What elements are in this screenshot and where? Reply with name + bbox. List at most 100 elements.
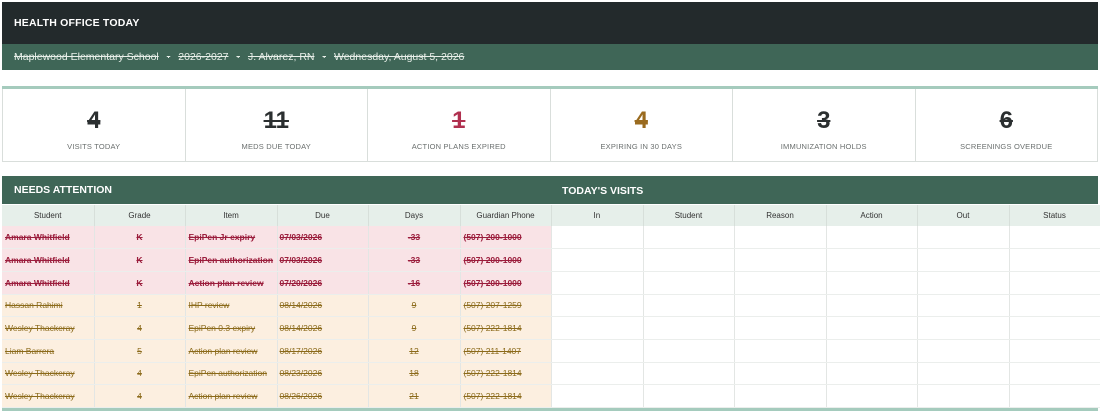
cell-item[interactable]: EpiPen authorization [185, 248, 278, 272]
cell-due[interactable]: 08/23/2026 [277, 362, 369, 386]
cell-item[interactable]: EpiPen 0.3 expiry [185, 316, 278, 340]
cell-grade[interactable]: 4 [94, 384, 186, 408]
cell-student[interactable]: Amara Whitfield [2, 271, 95, 295]
visit-cell[interactable] [917, 316, 1010, 340]
table-row[interactable]: Amara Whitfield K EpiPen Jr expiry 07/03… [2, 226, 1100, 250]
visit-cell[interactable] [1009, 316, 1100, 340]
cell-days[interactable]: -33 [368, 248, 461, 272]
cell-item[interactable]: IHP review [185, 294, 278, 318]
cell-grade[interactable]: 4 [94, 362, 186, 386]
cell-grade[interactable]: K [94, 271, 186, 295]
visit-cell[interactable] [734, 294, 827, 318]
visit-cell[interactable] [826, 271, 918, 295]
cell-days[interactable]: 21 [368, 384, 461, 408]
column-header-item[interactable]: Item [185, 205, 278, 226]
column-header-days[interactable]: Days [368, 205, 461, 226]
visit-cell[interactable] [643, 362, 735, 386]
visit-cell[interactable] [826, 339, 918, 363]
visit-cell[interactable] [917, 248, 1010, 272]
cell-days[interactable]: -33 [368, 226, 461, 250]
cell-phone[interactable]: (507) 200-1000 [460, 248, 552, 272]
cell-grade[interactable]: K [94, 248, 186, 272]
cell-due[interactable]: 07/03/2026 [277, 248, 369, 272]
cell-phone[interactable]: (507) 222-1814 [460, 316, 552, 340]
visit-cell[interactable] [917, 384, 1010, 408]
column-header-visit-student[interactable]: Student [643, 205, 735, 226]
visit-cell[interactable] [551, 226, 644, 250]
column-header-guardian-phone[interactable]: Guardian Phone [460, 205, 552, 226]
visit-cell[interactable] [734, 316, 827, 340]
column-header-in[interactable]: In [551, 205, 644, 226]
visit-cell[interactable] [1009, 362, 1100, 386]
visit-cell[interactable] [1009, 226, 1100, 250]
cell-due[interactable]: 08/26/2026 [277, 384, 369, 408]
column-header-reason[interactable]: Reason [734, 205, 827, 226]
column-header-status[interactable]: Status [1009, 205, 1100, 226]
visit-cell[interactable] [734, 271, 827, 295]
visit-cell[interactable] [551, 248, 644, 272]
cell-grade[interactable]: K [94, 226, 186, 250]
visit-cell[interactable] [643, 384, 735, 408]
cell-days[interactable]: 9 [368, 294, 461, 318]
cell-days[interactable]: 18 [368, 362, 461, 386]
cell-item[interactable]: Action plan review [185, 384, 278, 408]
cell-student[interactable]: Amara Whitfield [2, 226, 95, 250]
cell-phone[interactable]: (507) 222-1814 [460, 362, 552, 386]
visit-cell[interactable] [1009, 384, 1100, 408]
cell-student[interactable]: Wesley Thackeray [2, 316, 95, 340]
visit-cell[interactable] [643, 316, 735, 340]
visit-cell[interactable] [826, 384, 918, 408]
cell-item[interactable]: Action plan review [185, 271, 278, 295]
column-header-student[interactable]: Student [2, 205, 95, 226]
cell-item[interactable]: EpiPen Jr expiry [185, 226, 278, 250]
cell-grade[interactable]: 1 [94, 294, 186, 318]
visit-cell[interactable] [917, 226, 1010, 250]
visit-cell[interactable] [734, 384, 827, 408]
cell-phone[interactable]: (507) 222-1814 [460, 384, 552, 408]
visit-cell[interactable] [826, 248, 918, 272]
visit-cell[interactable] [1009, 294, 1100, 318]
column-header-action[interactable]: Action [826, 205, 918, 226]
visit-cell[interactable] [1009, 248, 1100, 272]
visit-cell[interactable] [551, 271, 644, 295]
cell-due[interactable]: 07/20/2026 [277, 271, 369, 295]
visit-cell[interactable] [551, 362, 644, 386]
visit-cell[interactable] [917, 339, 1010, 363]
visit-cell[interactable] [917, 294, 1010, 318]
visit-cell[interactable] [643, 294, 735, 318]
cell-phone[interactable]: (507) 200-1000 [460, 271, 552, 295]
visit-cell[interactable] [734, 339, 827, 363]
visit-cell[interactable] [917, 271, 1010, 295]
table-row[interactable]: Amara Whitfield K EpiPen authorization 0… [2, 248, 1100, 272]
visit-cell[interactable] [643, 339, 735, 363]
visit-cell[interactable] [643, 248, 735, 272]
visit-cell[interactable] [1009, 339, 1100, 363]
visit-cell[interactable] [643, 271, 735, 295]
table-row[interactable]: Liam Barrera 5 Action plan review 08/17/… [2, 339, 1100, 363]
visit-cell[interactable] [826, 294, 918, 318]
visit-cell[interactable] [1009, 271, 1100, 295]
cell-item[interactable]: Action plan review [185, 339, 278, 363]
visit-cell[interactable] [826, 316, 918, 340]
table-row[interactable]: Hassan Rahimi 1 IHP review 08/14/2026 9 … [2, 294, 1100, 318]
cell-phone[interactable]: (507) 211-1407 [460, 339, 552, 363]
cell-student[interactable]: Liam Barrera [2, 339, 95, 363]
table-row[interactable]: Wesley Thackeray 4 EpiPen authorization … [2, 362, 1100, 386]
cell-student[interactable]: Wesley Thackeray [2, 384, 95, 408]
cell-days[interactable]: 9 [368, 316, 461, 340]
cell-phone[interactable]: (507) 207-1259 [460, 294, 552, 318]
visit-cell[interactable] [734, 362, 827, 386]
cell-grade[interactable]: 4 [94, 316, 186, 340]
cell-due[interactable]: 08/14/2026 [277, 316, 369, 340]
cell-due[interactable]: 07/03/2026 [277, 226, 369, 250]
visit-cell[interactable] [734, 226, 827, 250]
visit-cell[interactable] [826, 362, 918, 386]
visit-cell[interactable] [551, 294, 644, 318]
visit-cell[interactable] [917, 362, 1010, 386]
column-header-due[interactable]: Due [277, 205, 369, 226]
table-row[interactable]: Wesley Thackeray 4 Action plan review 08… [2, 384, 1100, 408]
cell-grade[interactable]: 5 [94, 339, 186, 363]
table-row[interactable]: Amara Whitfield K Action plan review 07/… [2, 271, 1100, 295]
cell-student[interactable]: Amara Whitfield [2, 248, 95, 272]
cell-phone[interactable]: (507) 200-1000 [460, 226, 552, 250]
